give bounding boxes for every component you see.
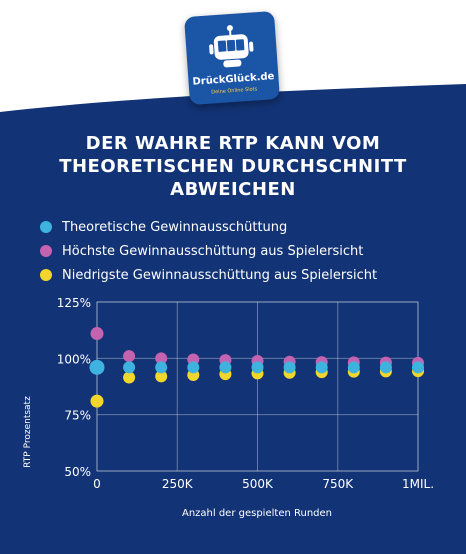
data-point	[90, 394, 104, 408]
data-point	[187, 361, 200, 374]
data-point	[251, 361, 264, 374]
chart-title: DER WAHRE RTP KANN VOM THEORETISCHEN DUR…	[20, 132, 446, 201]
y-axis-label: RTP Prozentsatz	[23, 396, 33, 468]
x-axis-label: Anzahl der gespielten Runden	[182, 508, 332, 519]
data-point	[283, 361, 296, 374]
data-point	[123, 361, 136, 374]
rtp-chart: 125% 100% 75% 50%0 250K 500K 750K 1MIL. Anzahl …	[23, 296, 434, 519]
y-tick-label: 50%	[64, 465, 91, 479]
chart-tick-labels: 125% 100% 75% 50%0 250K 500K 750K 1MIL.	[57, 296, 434, 491]
title-line-2: THEORETISCHEN DURCHSCHNITT	[59, 156, 407, 177]
data-point	[155, 352, 168, 365]
y-tick-label: 75%	[64, 409, 91, 423]
legend-item-highest: Höchste Gewinnausschüttung aus Spielersi…	[40, 239, 377, 263]
x-tick-label: 250K	[162, 477, 194, 491]
y-tick-label: 100%	[57, 352, 91, 366]
data-point	[90, 327, 104, 341]
data-point	[155, 361, 168, 374]
x-tick-label: 750K	[322, 477, 354, 491]
data-point	[123, 350, 136, 363]
robot-icon	[209, 25, 254, 68]
legend-item-theoretical: Theoretische Gewinnausschüttung	[40, 215, 377, 239]
legend-label-lowest: Niedrigste Gewinnausschüttung aus Spiele…	[62, 267, 378, 283]
title-line-1: DER WAHRE RTP KANN VOM	[85, 133, 381, 154]
legend-label-highest: Höchste Gewinnausschüttung aus Spielersi…	[62, 243, 364, 259]
title-line-3: ABWEICHEN	[170, 179, 296, 200]
legend-dot-theoretical	[40, 221, 52, 233]
data-point	[315, 361, 328, 374]
chart-grid	[96, 301, 419, 472]
legend-item-lowest: Niedrigste Gewinnausschüttung aus Spiele…	[40, 263, 377, 287]
legend-dot-highest	[40, 245, 52, 257]
data-point	[379, 361, 392, 374]
data-point	[412, 361, 424, 374]
legend: Theoretische Gewinnausschüttung Höchste …	[40, 215, 377, 287]
legend-dot-lowest	[40, 269, 52, 281]
chart-points	[89, 327, 424, 408]
y-tick-label: 125%	[57, 296, 91, 310]
data-point	[155, 370, 168, 383]
data-point	[123, 371, 136, 384]
x-tick-label: 500K	[242, 477, 274, 491]
plot-frame	[96, 301, 419, 472]
brand-logo[interactable]: DrückGlück.de Deine Online Slots	[184, 10, 280, 106]
data-point	[89, 359, 105, 375]
data-point	[347, 361, 360, 374]
x-tick-label: 1MIL.	[402, 477, 434, 491]
x-tick-label: 0	[93, 477, 101, 491]
data-point	[219, 361, 232, 374]
legend-label-theoretical: Theoretische Gewinnausschüttung	[62, 219, 288, 235]
